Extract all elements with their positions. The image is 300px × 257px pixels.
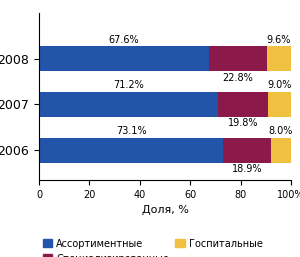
Text: 73.1%: 73.1% [116,126,146,136]
Text: 9.0%: 9.0% [268,80,292,90]
Bar [39,92,218,117]
Text: 8.0%: 8.0% [269,126,293,136]
X-axis label: Доля, %: Доля, % [142,205,188,215]
Text: 67.6%: 67.6% [109,35,140,45]
Bar [268,92,291,117]
Bar [39,137,223,163]
Bar [209,46,267,71]
Bar [271,137,291,163]
Legend: Ассортиментные, Специализированные, Госпитальные: Ассортиментные, Специализированные, Госп… [39,235,266,257]
Text: 22.8%: 22.8% [223,72,254,82]
Text: 18.9%: 18.9% [232,164,262,174]
Bar [267,46,291,71]
Text: 71.2%: 71.2% [113,80,144,90]
Text: 19.8%: 19.8% [228,118,259,128]
Bar [218,92,268,117]
Bar [223,137,271,163]
Text: 9.6%: 9.6% [267,35,291,45]
Bar [39,46,209,71]
